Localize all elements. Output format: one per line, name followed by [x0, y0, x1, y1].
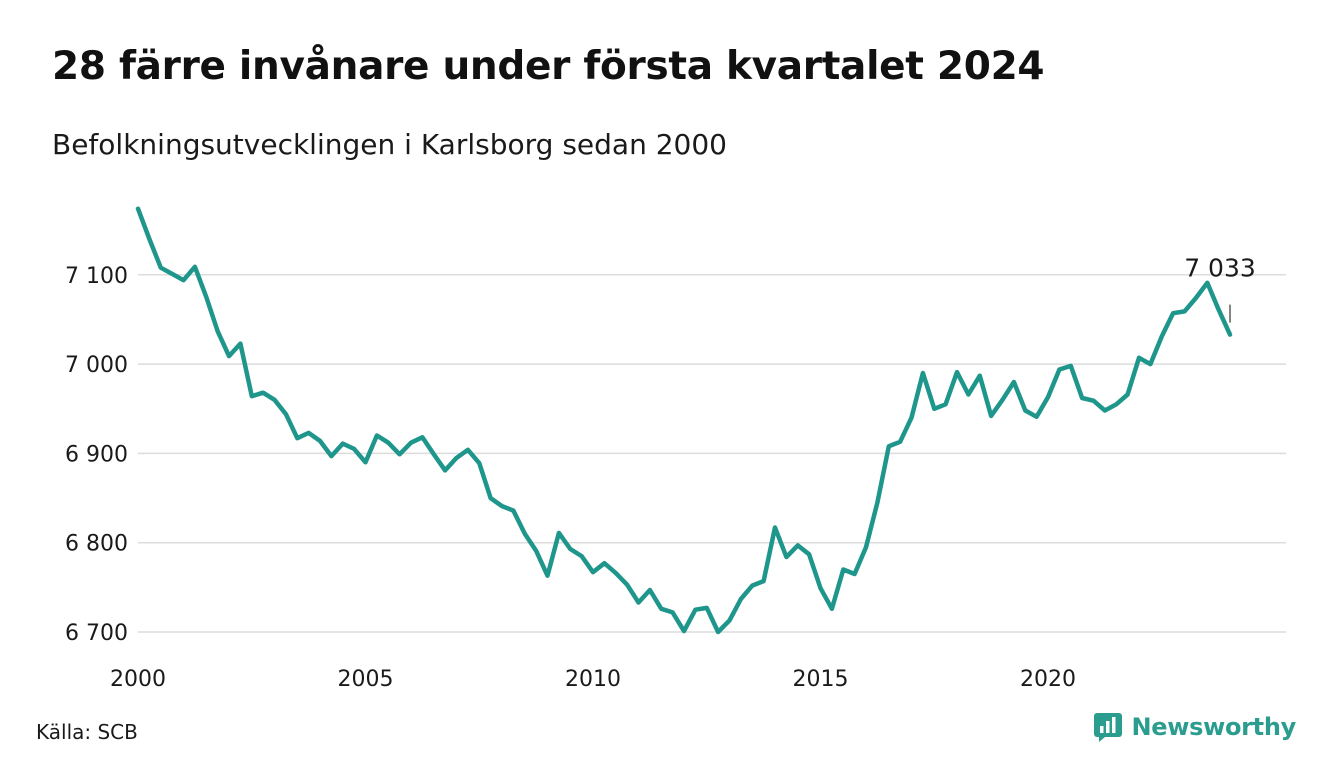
newsworthy-logo-icon [1094, 713, 1123, 742]
x-tick-label: 2015 [793, 667, 849, 692]
x-tick-label: 2010 [565, 667, 621, 692]
source-note: Källa: SCB [36, 720, 138, 744]
end-value-label: 7 033 [1184, 254, 1256, 283]
brand: Newsworthy [1093, 712, 1296, 742]
x-tick-label: 2020 [1020, 667, 1076, 692]
x-tick-label: 2005 [338, 667, 394, 692]
y-tick-label: 6 700 [65, 621, 128, 646]
x-tick-label: 2000 [110, 667, 166, 692]
y-tick-label: 6 900 [65, 442, 128, 467]
series-line [135, 206, 1233, 635]
line-chart: 6 700 6 800 6 900 7 000 7 100 2000 2005 2010 201… [65, 206, 1286, 692]
chart-title: 28 färre invånare under första kvartalet… [52, 44, 1045, 89]
y-tick-label: 7 000 [65, 353, 128, 378]
y-tick-label: 6 800 [65, 532, 128, 557]
y-tick-label: 7 100 [65, 264, 128, 289]
chart-subtitle: Befolkningsutvecklingen i Karlsborg seda… [52, 128, 727, 161]
brand-name: Newsworthy [1131, 713, 1296, 741]
